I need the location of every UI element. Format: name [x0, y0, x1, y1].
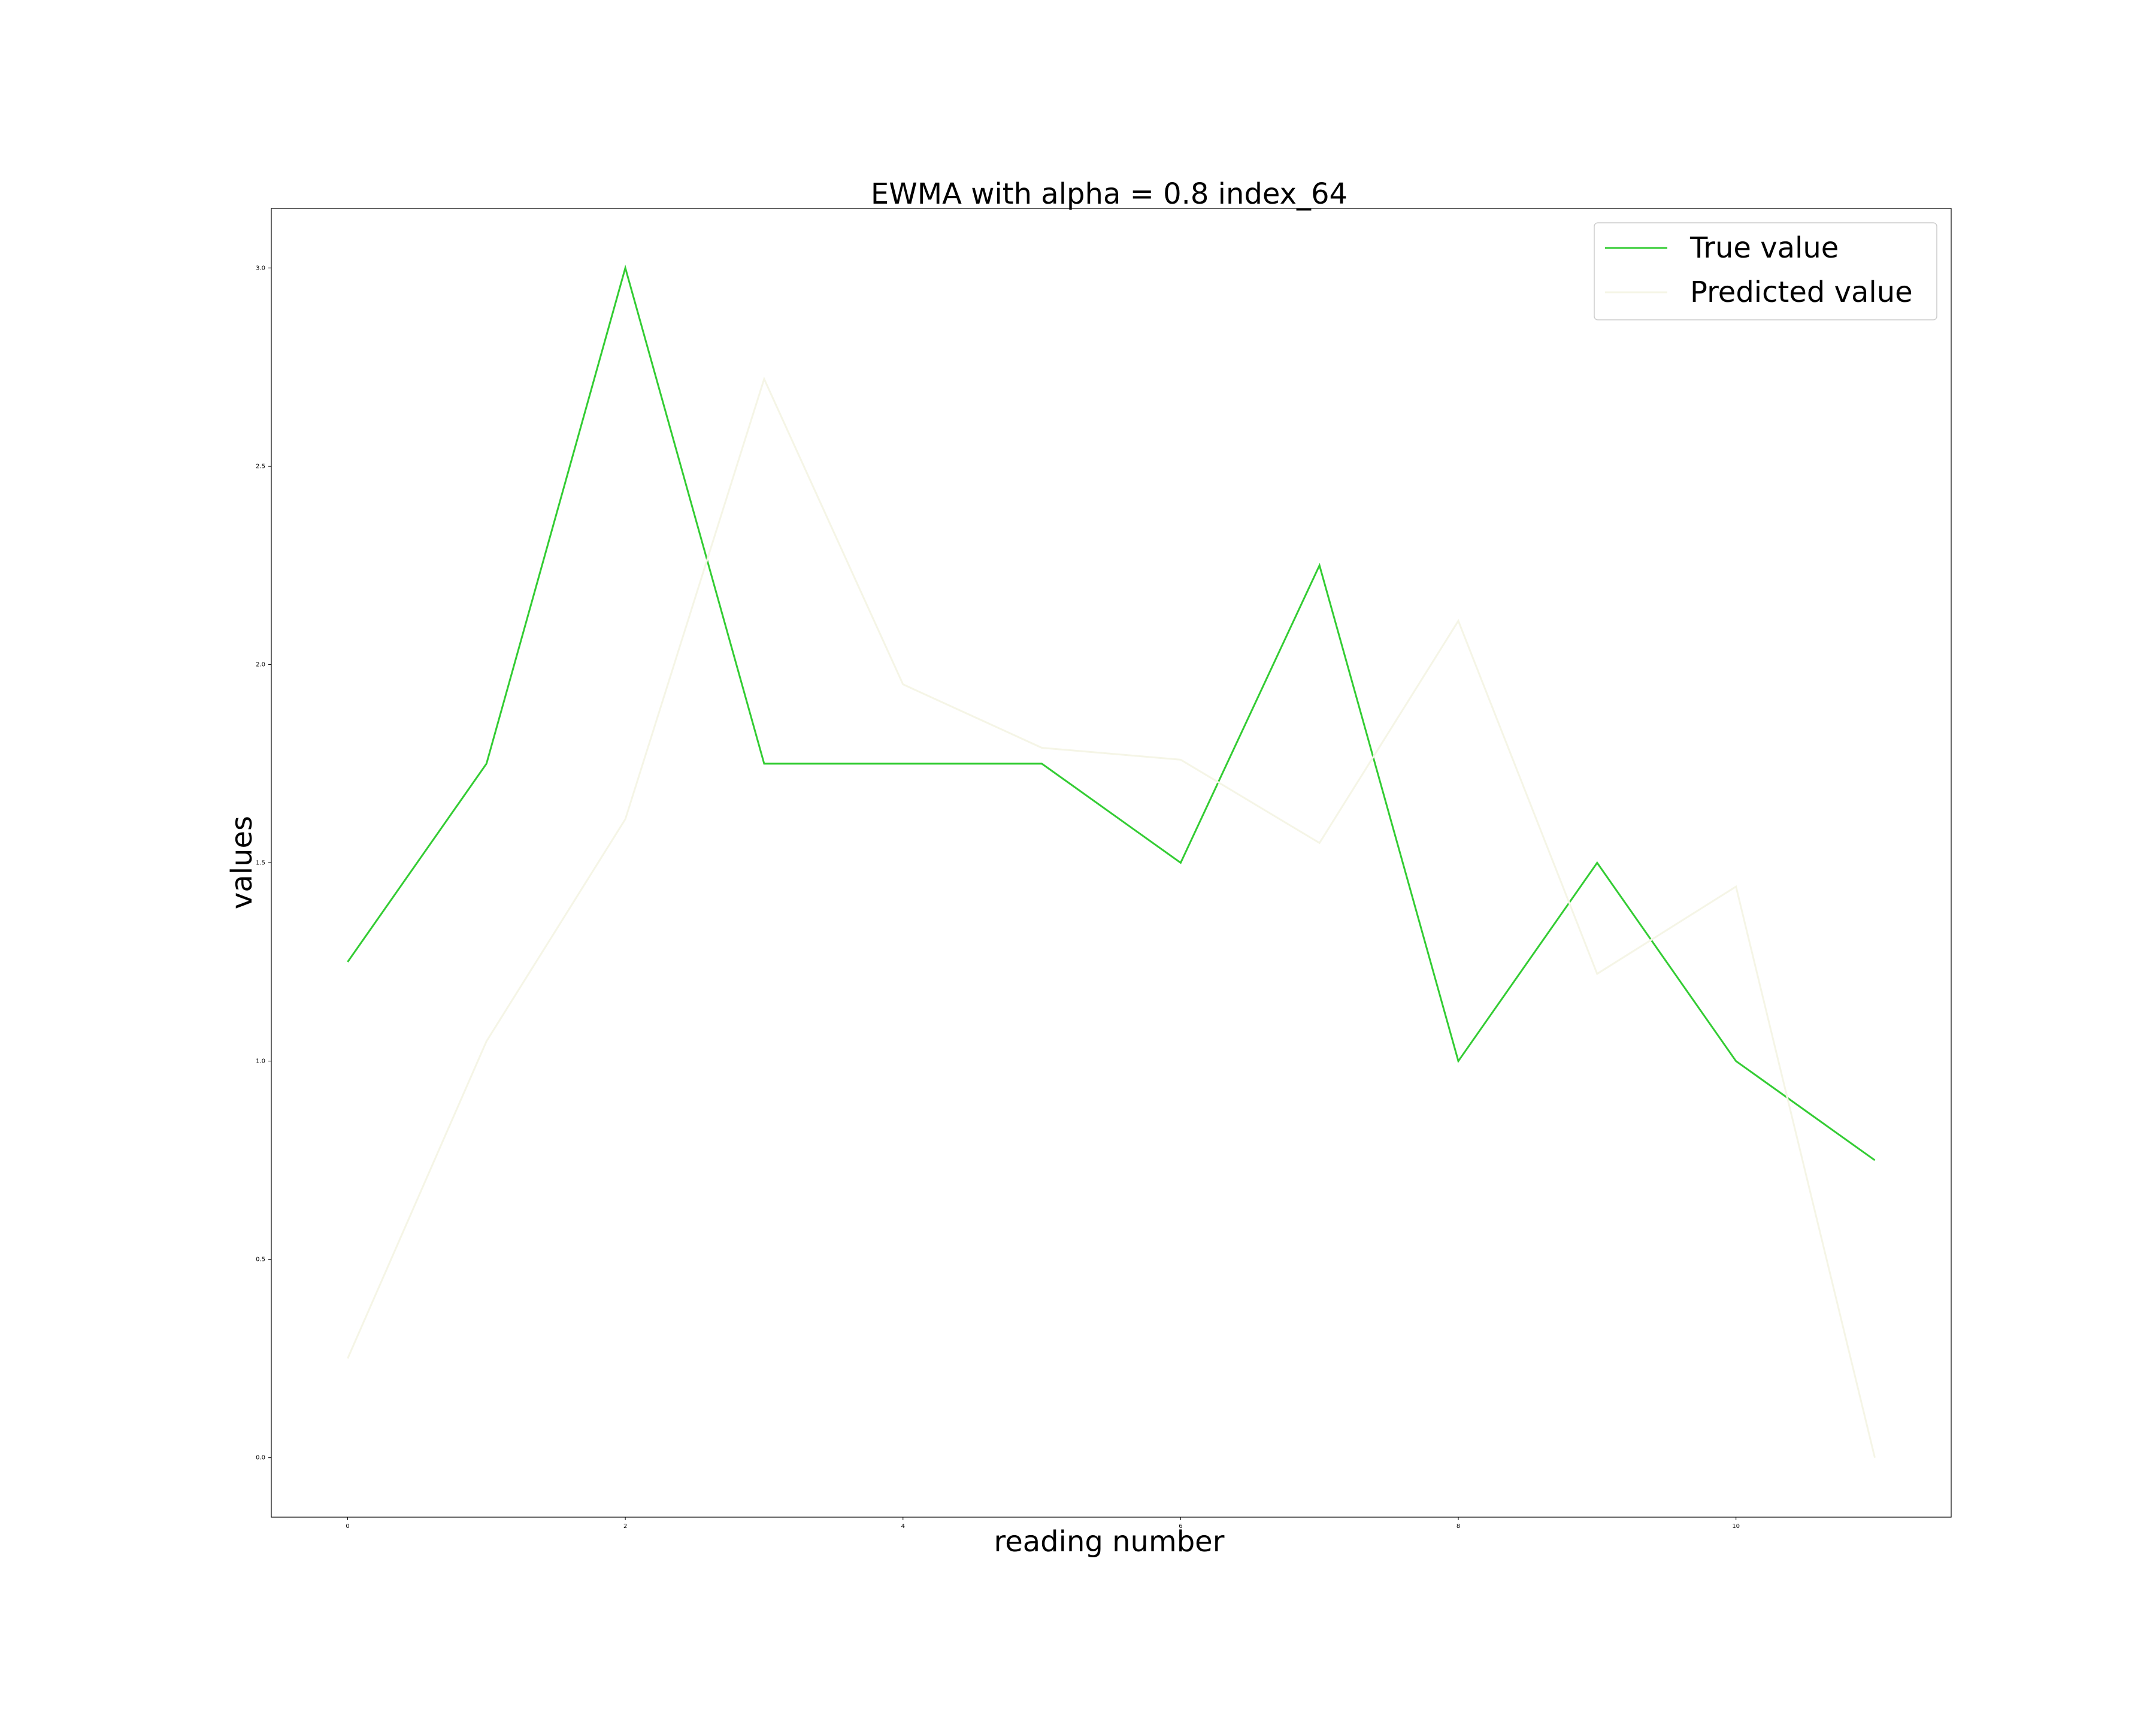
legend-label: Predicted value: [1690, 276, 1913, 309]
legend: True value Predicted value: [1594, 222, 1937, 320]
x-axis-label: reading number: [994, 1525, 1225, 1558]
y-axis-label: values: [225, 816, 259, 909]
legend-box: [1594, 222, 1937, 320]
series-line-predicted-value: [347, 376, 1876, 1458]
x-tick-label: 8: [1456, 1523, 1460, 1530]
x-tick-label: 6: [1179, 1523, 1182, 1530]
x-tick-label: 0: [346, 1523, 349, 1530]
y-tick-label: 2.5: [256, 463, 265, 470]
y-tick-label: 0.5: [256, 1257, 265, 1263]
y-tick-label: 2.0: [256, 661, 265, 668]
y-tick-label: 0.0: [256, 1455, 265, 1461]
x-tick-label: 4: [901, 1523, 905, 1530]
x-tick-label: 2: [623, 1523, 627, 1530]
y-tick-label: 3.0: [256, 265, 265, 271]
x-tick-label: 10: [1732, 1523, 1740, 1530]
chart-title: EWMA with alpha = 0.8 index_64: [871, 177, 1348, 211]
legend-label: True value: [1689, 231, 1839, 265]
y-tick-label: 1.5: [256, 860, 265, 867]
y-tick-label: 1.0: [256, 1058, 265, 1065]
series-line-true-value: [347, 264, 1876, 1161]
plot-area: 0 2 4 6 8 10 0.0 0.5 1.0 1.5 2.0 2.5 3.0: [256, 208, 1952, 1530]
